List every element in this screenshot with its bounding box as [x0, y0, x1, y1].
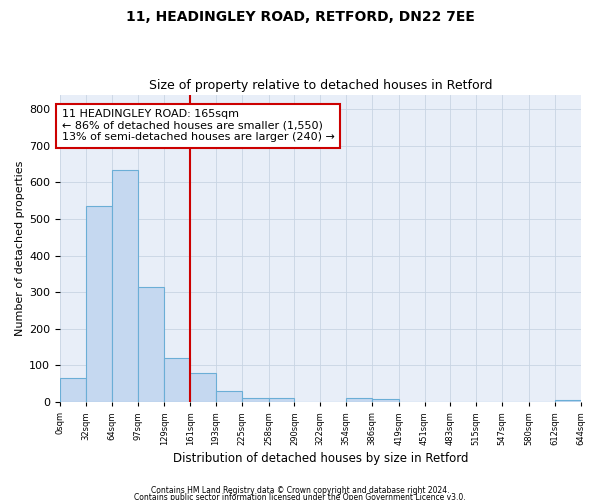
Bar	[164, 358, 190, 402]
Title: Size of property relative to detached houses in Retford: Size of property relative to detached ho…	[149, 79, 492, 92]
Text: 11, HEADINGLEY ROAD, RETFORD, DN22 7EE: 11, HEADINGLEY ROAD, RETFORD, DN22 7EE	[125, 10, 475, 24]
Bar	[372, 399, 398, 402]
Text: Contains HM Land Registry data © Crown copyright and database right 2024.: Contains HM Land Registry data © Crown c…	[151, 486, 449, 495]
Bar	[190, 374, 216, 402]
Bar	[242, 398, 269, 402]
Text: Contains public sector information licensed under the Open Government Licence v3: Contains public sector information licen…	[134, 494, 466, 500]
Text: 11 HEADINGLEY ROAD: 165sqm
← 86% of detached houses are smaller (1,550)
13% of s: 11 HEADINGLEY ROAD: 165sqm ← 86% of deta…	[62, 109, 335, 142]
Bar	[346, 398, 372, 402]
Y-axis label: Number of detached properties: Number of detached properties	[15, 160, 25, 336]
Bar	[269, 398, 295, 402]
Bar	[216, 391, 242, 402]
Bar	[112, 170, 139, 402]
X-axis label: Distribution of detached houses by size in Retford: Distribution of detached houses by size …	[173, 452, 468, 465]
Bar	[139, 286, 164, 402]
Bar	[86, 206, 112, 402]
Bar	[60, 378, 86, 402]
Bar	[554, 400, 581, 402]
